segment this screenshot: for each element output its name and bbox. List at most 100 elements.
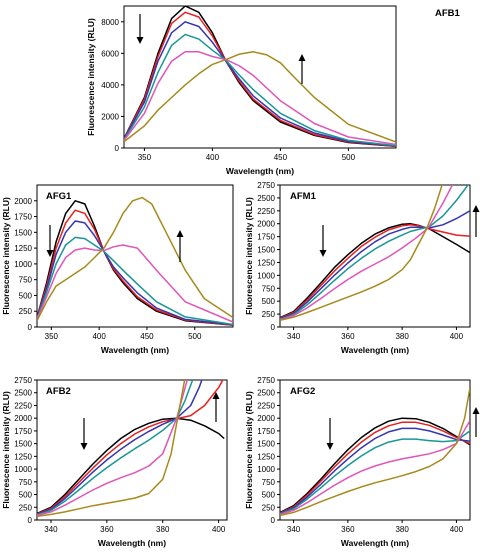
y-tick-label: 0 xyxy=(28,323,33,332)
y-axis-title: Fluorescence intensity (RLU) xyxy=(244,197,254,315)
y-tick-label: 500 xyxy=(262,297,276,306)
series-line-1 xyxy=(37,417,225,515)
y-tick-label: 2000 xyxy=(101,112,119,121)
series-line-4 xyxy=(124,33,396,147)
x-axis-title: Wavelength (nm) xyxy=(226,166,294,176)
series-line-6 xyxy=(37,196,233,322)
up-arrow-head xyxy=(176,230,184,237)
y-tick-label: 750 xyxy=(19,478,33,487)
series-line-3 xyxy=(280,427,470,515)
y-tick-label: 1250 xyxy=(14,452,32,461)
x-tick-label: 400 xyxy=(450,332,464,341)
chart-panel-afm1: 340 360 380 400 0 250 500 750 1000 1250 1500 1750 20… xyxy=(244,181,480,355)
series-line-5 xyxy=(37,380,188,517)
x-tick-label: 380 xyxy=(395,525,409,534)
x-axis-title: Wavelength (nm) xyxy=(341,538,409,548)
y-tick-label: 2000 xyxy=(14,197,32,206)
y-tick-label: 750 xyxy=(262,478,276,487)
series-group xyxy=(37,380,225,518)
up-arrow-head xyxy=(472,407,480,414)
y-tick-label: 1750 xyxy=(257,233,275,242)
chart-panel-afb2: 340 360 380 400 0 250 500 750 1000 1250 1500 1750 20… xyxy=(1,376,228,548)
series-line-6 xyxy=(124,51,396,143)
y-tick-label: 2750 xyxy=(257,181,275,190)
y-tick-label: 0 xyxy=(271,516,276,525)
y-tick-label: 250 xyxy=(19,307,33,316)
y-tick-label: 250 xyxy=(262,310,276,319)
y-tick-label: 1000 xyxy=(257,465,275,474)
x-axis-title: Wavelength (nm) xyxy=(98,538,166,548)
x-tick-label: 380 xyxy=(156,525,170,534)
y-tick-label: 500 xyxy=(19,291,33,300)
series-line-2 xyxy=(37,380,224,515)
chart-panel-afg2: 340 360 380 400 0 250 500 750 1000 1250 1500 1750 20… xyxy=(244,376,480,548)
x-tick-label: 450 xyxy=(274,153,288,162)
series-group xyxy=(280,387,470,517)
x-tick-label: 340 xyxy=(287,332,301,341)
panel-title: AFM1 xyxy=(290,191,317,202)
y-tick-label: 500 xyxy=(19,491,33,500)
series-line-4 xyxy=(280,430,470,515)
x-tick-label: 350 xyxy=(45,332,59,341)
y-tick-label: 8000 xyxy=(101,18,119,27)
y-tick-label: 1250 xyxy=(257,258,275,267)
chart-panel-afb1: 350 400 450 500 0 2000 4000 6000 8000 Wavelength … xyxy=(86,5,461,176)
plot-frame xyxy=(279,184,471,328)
y-tick-label: 1500 xyxy=(257,440,275,449)
series-line-1 xyxy=(280,222,470,319)
x-tick-label: 340 xyxy=(44,525,58,534)
x-tick-label: 400 xyxy=(450,525,464,534)
panel-title: AFG1 xyxy=(46,191,72,202)
series-line-5 xyxy=(124,51,396,146)
y-tick-label: 250 xyxy=(19,503,33,512)
x-tick-label: 380 xyxy=(395,332,409,341)
x-tick-label: 350 xyxy=(138,153,152,162)
x-tick-label: 340 xyxy=(287,525,301,534)
y-tick-label: 1750 xyxy=(14,213,32,222)
y-tick-label: 0 xyxy=(271,323,276,332)
x-tick-label: 360 xyxy=(100,525,114,534)
series-line-2 xyxy=(280,224,470,319)
y-tick-label: 1500 xyxy=(14,228,32,237)
plot-frame xyxy=(36,379,228,521)
y-tick-label: 1750 xyxy=(14,427,32,436)
y-tick-label: 6000 xyxy=(101,49,119,58)
series-line-5 xyxy=(280,420,470,516)
chart-panel-afg1: 350 400 450 500 0 250 500 750 1000 1250 1500 1750 20… xyxy=(1,184,234,355)
y-axis-title: Fluorescence intensity (RLU) xyxy=(1,391,11,509)
x-tick-label: 400 xyxy=(206,153,220,162)
y-tick-label: 2000 xyxy=(14,414,32,423)
series-group xyxy=(124,6,396,148)
y-tick-label: 1000 xyxy=(14,465,32,474)
y-tick-label: 2250 xyxy=(257,207,275,216)
y-tick-label: 2750 xyxy=(257,376,275,385)
series-group xyxy=(280,185,470,322)
y-tick-label: 2250 xyxy=(257,401,275,410)
y-tick-label: 750 xyxy=(19,276,33,285)
series-line-6 xyxy=(280,185,443,322)
y-axis-title: Fluorescence intensity (RLU) xyxy=(244,391,254,509)
series-line-6 xyxy=(280,387,470,517)
series-group xyxy=(37,196,233,326)
plot-frame xyxy=(36,184,234,328)
x-tick-label: 450 xyxy=(140,332,154,341)
y-tick-label: 1750 xyxy=(257,427,275,436)
down-arrow-head xyxy=(46,250,54,257)
series-line-4 xyxy=(37,236,233,326)
up-arrow-head xyxy=(298,54,306,61)
series-line-4 xyxy=(37,380,194,516)
y-tick-label: 2250 xyxy=(14,401,32,410)
series-line-5 xyxy=(37,244,233,323)
y-axis-title: Fluorescence intensity (RLU) xyxy=(86,18,96,136)
x-tick-label: 400 xyxy=(212,525,226,534)
y-tick-label: 2750 xyxy=(14,376,32,385)
y-tick-label: 2000 xyxy=(257,220,275,229)
x-tick-label: 500 xyxy=(188,332,202,341)
series-line-4 xyxy=(280,185,469,321)
series-line-1 xyxy=(37,200,233,326)
series-line-6 xyxy=(37,380,186,518)
plot-frame xyxy=(123,5,397,149)
y-tick-label: 2500 xyxy=(14,389,32,398)
